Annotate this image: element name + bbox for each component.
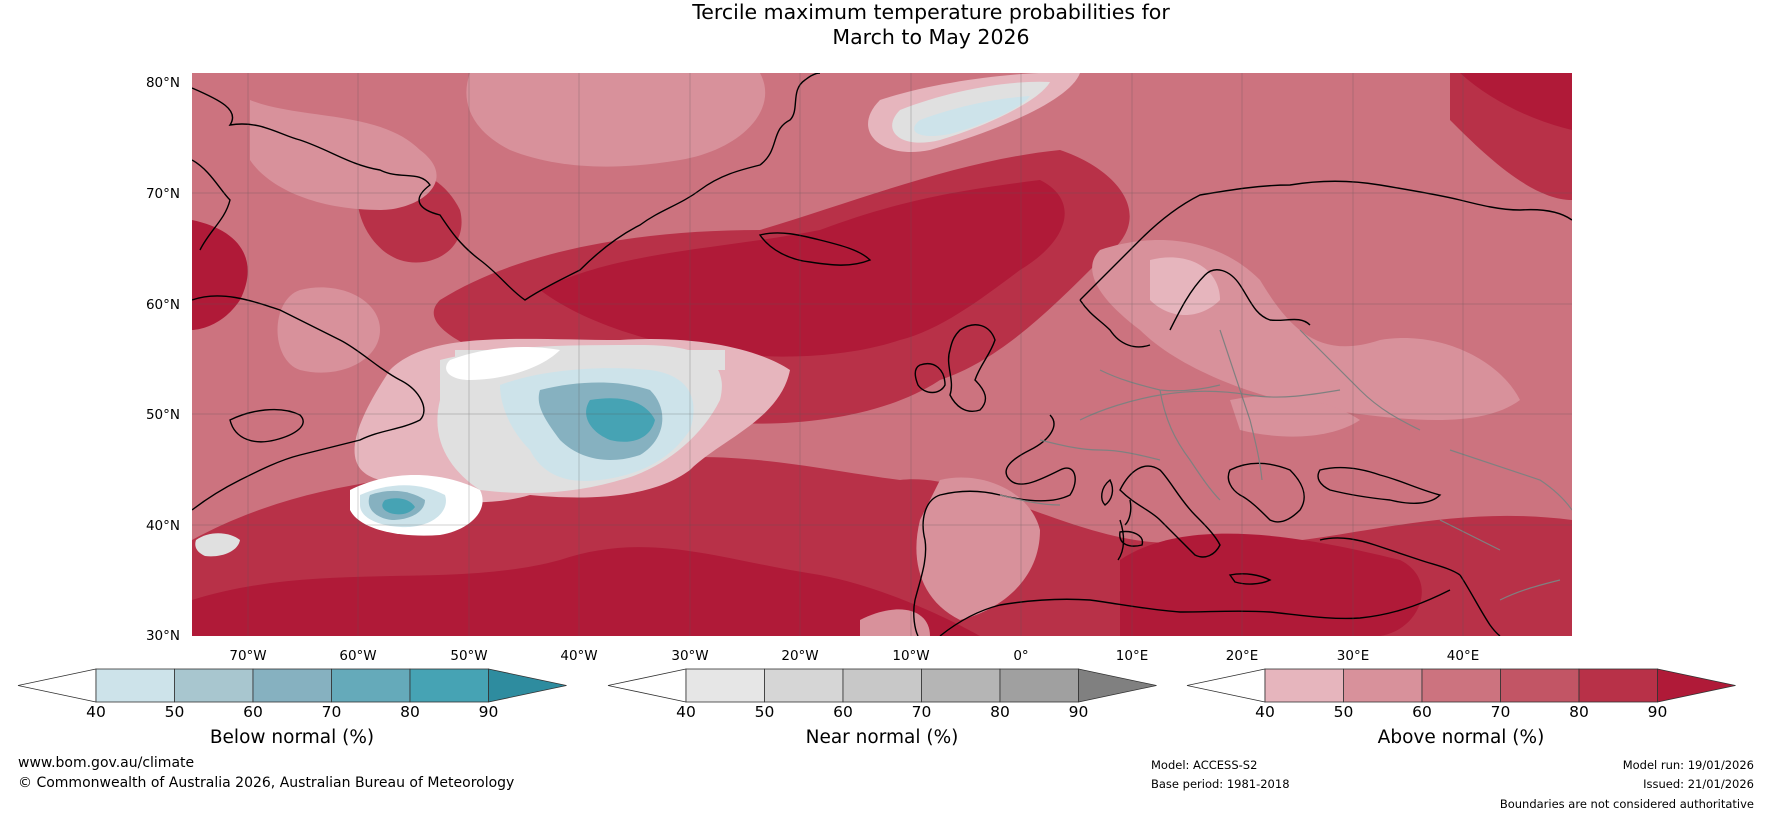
near-colorbar-segment bbox=[685, 668, 765, 703]
above-colorbar-tick: 90 bbox=[1647, 703, 1668, 721]
title-line-1: Tercile maximum temperature probabilitie… bbox=[692, 0, 1170, 24]
coastlines bbox=[192, 73, 1572, 636]
above-colorbar-segment bbox=[1264, 668, 1344, 703]
near-colorbar-segment bbox=[999, 668, 1079, 703]
footer-disclaimer: Boundaries are not considered authoritat… bbox=[1499, 797, 1754, 811]
lon-label-50w: 50°W bbox=[450, 648, 488, 664]
lon-label-30w: 30°W bbox=[671, 648, 709, 664]
lat-label-60: 60°N bbox=[145, 297, 180, 313]
lat-label-40: 40°N bbox=[145, 518, 180, 534]
lat-label-70: 70°N bbox=[145, 186, 180, 202]
footer-issued: Issued: 21/01/2026 bbox=[1643, 777, 1754, 791]
lon-label-10w: 10°W bbox=[892, 648, 930, 664]
lon-label-30e: 30°E bbox=[1336, 648, 1370, 664]
below-colorbar-segment bbox=[409, 668, 489, 703]
below-colorbar-tick: 70 bbox=[321, 703, 342, 721]
above-colorbar-tick: 80 bbox=[1569, 703, 1589, 721]
below-colorbar-low-extension bbox=[17, 668, 97, 703]
lat-label-80: 80°N bbox=[145, 75, 180, 91]
above-colorbar-segment bbox=[1578, 668, 1658, 703]
above-colorbar-high-extension bbox=[1657, 668, 1736, 703]
above-colorbar-low-extension bbox=[1186, 668, 1266, 703]
above-colorbar-tick: 40 bbox=[1255, 703, 1275, 721]
near-colorbar-tick: 50 bbox=[754, 703, 775, 721]
below-colorbar-high-extension bbox=[488, 668, 567, 703]
near-colorbar-segment bbox=[842, 668, 922, 703]
below-colorbar-segment bbox=[174, 668, 254, 703]
above-colorbar-segment bbox=[1421, 668, 1501, 703]
footer-copyright: © Commonwealth of Australia 2026, Austra… bbox=[18, 775, 515, 791]
lon-label-0: 0° bbox=[1013, 648, 1029, 664]
country-borders bbox=[999, 329, 1572, 601]
near-colorbar-tick: 80 bbox=[990, 703, 1010, 721]
lat-label-50: 50°N bbox=[145, 407, 180, 423]
probability-field bbox=[192, 73, 1572, 636]
below-colorbar-tick: 80 bbox=[400, 703, 420, 721]
lat-label-30: 30°N bbox=[145, 628, 180, 644]
title-line-2: March to May 2026 bbox=[832, 25, 1030, 49]
below-colorbar-tick: 60 bbox=[243, 703, 263, 721]
below-colorbar-tick: 40 bbox=[86, 703, 106, 721]
colorbar-label-near: Near normal (%) bbox=[805, 727, 959, 748]
above-colorbar-tick: 50 bbox=[1333, 703, 1354, 721]
near-colorbar-tick: 60 bbox=[833, 703, 853, 721]
lon-label-40w: 40°W bbox=[560, 648, 598, 664]
below-colorbar-tick: 90 bbox=[478, 703, 499, 721]
lon-label-70w: 70°W bbox=[229, 648, 267, 664]
map-title: Tercile maximum temperature probabilitie… bbox=[0, 0, 1770, 50]
near-colorbar-high-extension bbox=[1078, 668, 1157, 703]
lon-label-40e: 40°E bbox=[1446, 648, 1480, 664]
gridlines bbox=[192, 73, 1572, 636]
lon-label-60w: 60°W bbox=[339, 648, 377, 664]
footer-website: www.bom.gov.au/climate bbox=[18, 755, 195, 771]
below-colorbar-segment bbox=[331, 668, 411, 703]
footer-base-period: Base period: 1981-2018 bbox=[1151, 777, 1290, 791]
lon-label-10e: 10°E bbox=[1115, 648, 1149, 664]
near-colorbar-tick: 40 bbox=[676, 703, 696, 721]
colorbar-label-above: Above normal (%) bbox=[1377, 727, 1545, 748]
above-colorbar-segment bbox=[1343, 668, 1423, 703]
colorbars bbox=[17, 668, 1736, 703]
near-colorbar-segment bbox=[921, 668, 1001, 703]
below-colorbar-segment bbox=[252, 668, 332, 703]
above-colorbar-tick: 70 bbox=[1490, 703, 1511, 721]
colorbar-label-below: Below normal (%) bbox=[209, 727, 375, 748]
below-colorbar-tick: 50 bbox=[164, 703, 185, 721]
footer-model-run: Model run: 19/01/2026 bbox=[1622, 758, 1754, 772]
lon-label-20w: 20°W bbox=[781, 648, 819, 664]
near-colorbar-segment bbox=[764, 668, 844, 703]
above-colorbar-tick: 60 bbox=[1412, 703, 1432, 721]
near-colorbar-tick: 70 bbox=[911, 703, 932, 721]
above-colorbar-segment bbox=[1500, 668, 1580, 703]
near-colorbar-low-extension bbox=[607, 668, 687, 703]
below-colorbar-segment bbox=[95, 668, 175, 703]
lon-label-20e: 20°E bbox=[1225, 648, 1259, 664]
footer-model: Model: ACCESS-S2 bbox=[1151, 758, 1258, 772]
near-colorbar-tick: 90 bbox=[1068, 703, 1089, 721]
